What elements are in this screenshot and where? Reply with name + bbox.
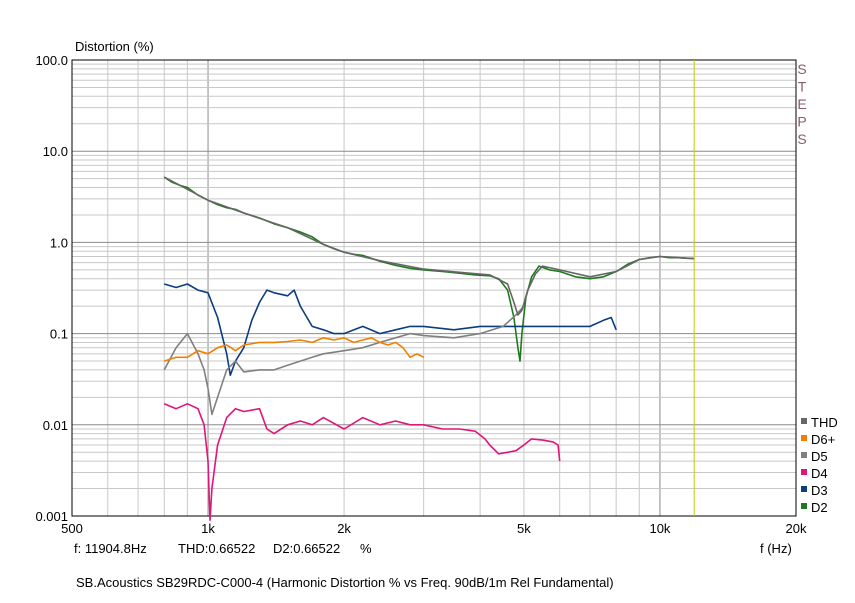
- y-tick-label: 100.0: [35, 53, 68, 68]
- grid-lines: [71, 60, 797, 517]
- legend-label: THD: [811, 415, 838, 430]
- series-line-d5: [163, 305, 525, 416]
- legend-swatch: [801, 486, 807, 492]
- x-tick-label: 20k: [786, 521, 807, 536]
- legend-swatch: [801, 469, 807, 475]
- legend-swatch: [801, 452, 807, 458]
- legend-swatch: [801, 503, 807, 509]
- cursor-thd-readout: THD:0.66522: [178, 541, 255, 556]
- cursor-unit: %: [360, 541, 372, 556]
- legend: THD D6+ D5 D4 D3 D2: [801, 415, 838, 515]
- steps-letter: E: [797, 96, 806, 112]
- legend-label: D3: [811, 483, 828, 498]
- steps-letter: T: [798, 79, 807, 95]
- legend-swatch: [801, 435, 807, 441]
- cursor-frequency-readout: f: 11904.8Hz: [74, 541, 147, 556]
- series-line-d3: [163, 283, 617, 377]
- steps-letter: S: [797, 61, 806, 77]
- steps-letter: P: [797, 114, 806, 130]
- series-line-d6: [163, 336, 425, 362]
- y-tick-label: 0.1: [50, 327, 68, 342]
- tick-labels: 500 1k 2k 5k 10k 20k 100.0 10.0 1.0 0.1 0.01 0.001: [35, 53, 807, 536]
- x-axis-label: f (Hz): [760, 541, 792, 556]
- steps-letter: S: [797, 131, 806, 147]
- x-tick-label: 500: [61, 521, 83, 536]
- x-tick-label: 5k: [517, 521, 531, 536]
- legend-swatch: [801, 418, 807, 424]
- x-tick-label: 2k: [337, 521, 351, 536]
- legend-label: D5: [811, 449, 828, 464]
- legend-label: D6+: [811, 432, 835, 447]
- x-tick-label: 1k: [201, 521, 215, 536]
- plot-border: [71, 59, 797, 517]
- y-axis-label: Distortion (%): [75, 39, 154, 54]
- y-tick-label: 10.0: [43, 144, 68, 159]
- y-tick-label: 0.01: [43, 418, 68, 433]
- chart-title: SB.Acoustics SB29RDC-C000-4 (Harmonic Di…: [76, 575, 614, 590]
- legend-label: D2: [811, 500, 828, 515]
- series-line-d4: [163, 402, 561, 522]
- y-tick-label: 1.0: [50, 235, 68, 250]
- cursor-d2-readout: D2:0.66522: [273, 541, 340, 556]
- legend-label: D4: [811, 466, 828, 481]
- series-line-thd: [163, 176, 695, 316]
- series-group: [163, 176, 695, 522]
- y-tick-label: 0.001: [35, 509, 68, 524]
- x-tick-label: 10k: [649, 521, 670, 536]
